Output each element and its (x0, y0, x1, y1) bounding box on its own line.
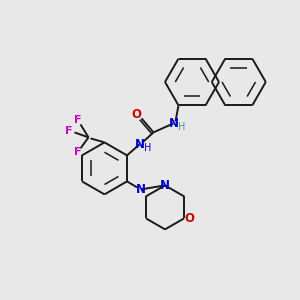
Text: H: H (178, 122, 185, 132)
Text: O: O (131, 108, 142, 121)
Text: N: N (169, 117, 178, 130)
Text: H: H (144, 143, 151, 153)
Text: N: N (160, 179, 170, 192)
Text: F: F (74, 116, 81, 125)
Text: N: N (136, 183, 146, 196)
Text: F: F (74, 147, 81, 158)
Text: N: N (134, 138, 145, 151)
Text: F: F (65, 126, 72, 136)
Text: O: O (184, 212, 194, 225)
